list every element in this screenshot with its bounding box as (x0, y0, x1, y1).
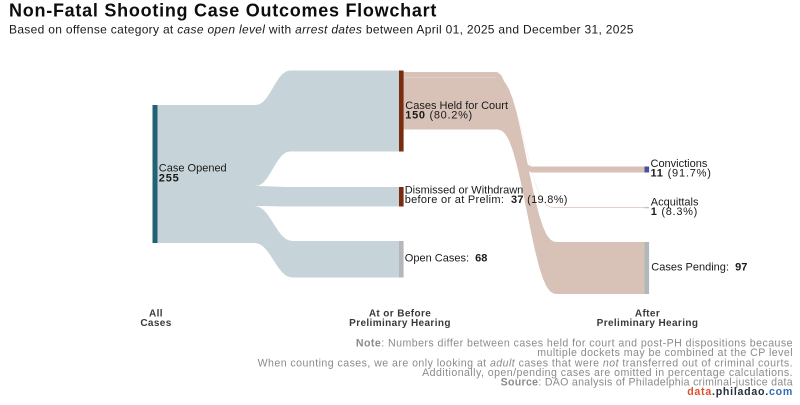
svg-text:Dismissed or Withdrawn: Dismissed or Withdrawn (405, 184, 524, 196)
svg-text:Non-Fatal Shooting Case Outcom: Non-Fatal Shooting Case Outcomes Flowcha… (9, 1, 437, 21)
svg-text:Acquittals: Acquittals (651, 196, 699, 208)
svg-text:Open Cases: 68: Open Cases: 68 (405, 252, 488, 264)
svg-text:Preliminary Hearing: Preliminary Hearing (597, 318, 699, 329)
svg-text:All: All (149, 309, 163, 320)
svg-text:Cases Pending: 97: Cases Pending: 97 (651, 261, 747, 273)
svg-text:150 (80.2%): 150 (80.2%) (405, 109, 473, 121)
svg-text:1 (8.3%): 1 (8.3%) (651, 206, 698, 218)
svg-text:multiple dockets may be combin: multiple dockets may be combined at the … (537, 347, 793, 359)
svg-text:before or at Prelim: 37 (19.8: before or at Prelim: 37 (19.8%) (405, 194, 568, 206)
svg-text:Preliminary Hearing: Preliminary Hearing (349, 318, 451, 329)
svg-text:Convictions: Convictions (651, 158, 708, 170)
svg-text:Note: Numbers differ between c: Note: Numbers differ between cases held … (356, 338, 793, 350)
svg-text:When counting cases, we are on: When counting cases, we are only looking… (258, 357, 793, 369)
svg-text:11 (91.7%): 11 (91.7%) (651, 168, 712, 180)
svg-text:Source: DAO analysis of Philad: Source: DAO analysis of Philadelphia cri… (501, 377, 793, 389)
svg-text:Based on offense category at c: Based on offense category at case open l… (9, 23, 634, 37)
svg-text:Cases Held for Court: Cases Held for Court (405, 100, 508, 112)
svg-text:Case Opened: Case Opened (159, 162, 227, 174)
svg-text:data.philadao.com: data.philadao.com (687, 386, 793, 398)
svg-text:After: After (635, 309, 660, 320)
svg-text:Cases: Cases (140, 318, 171, 329)
svg-text:Additionally, open/pending cas: Additionally, open/pending cases are omi… (422, 367, 793, 379)
svg-text:255: 255 (159, 172, 180, 184)
svg-text:At or Before: At or Before (369, 309, 431, 320)
